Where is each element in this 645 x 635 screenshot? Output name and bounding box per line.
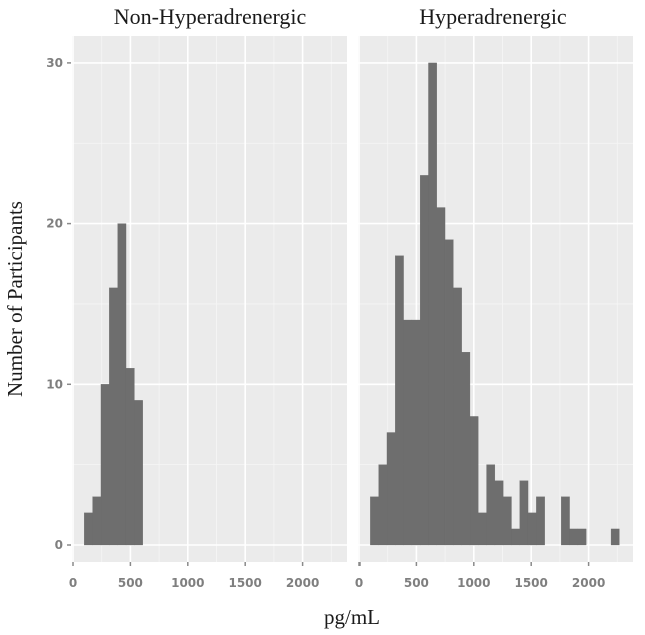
histogram-bar [461,352,471,546]
histogram-bar [370,496,379,546]
x-tick-label: 2000 [286,576,319,590]
y-tick-label: 30 [46,56,63,70]
histogram-bar [436,207,446,546]
histogram-bar [420,175,429,546]
x-axis-right: 0 500 1000 1500 2000 [355,562,605,590]
histogram-bar [109,287,118,546]
histogram-bar [511,528,520,546]
histogram-bar [84,512,93,546]
histogram-bar [386,432,396,546]
histogram-bar [100,384,110,546]
right-panel-hyperadrenergic [358,36,633,562]
histogram-bar [92,496,102,546]
x-tick-label: 1000 [171,576,204,590]
x-tick-label: 500 [118,576,143,590]
right-panel-bars [370,62,620,546]
left-panel-non-hyperadrenergic [72,36,347,562]
histogram-bar [453,287,462,546]
right-panel-title: Hyperadrenergic [419,4,567,29]
y-tick-label: 0 [55,538,63,552]
left-panel-bars [84,223,143,546]
histogram-bar [134,400,143,546]
histogram-bar [610,528,620,546]
histogram-bar [527,512,537,546]
histogram-bar [536,496,545,546]
histogram-bar [478,512,487,546]
histogram-bar [403,319,413,546]
y-axis-title: Number of Participants [3,201,27,397]
histogram-bar [577,528,587,546]
histogram-bar [444,239,454,546]
y-tick-label: 10 [46,377,63,391]
histogram-bar [411,319,421,546]
histogram-bar [469,416,479,546]
x-tick-label: 1500 [514,576,547,590]
x-tick-label: 500 [404,576,429,590]
histogram-bar [125,368,135,546]
x-tick-label: 2000 [572,576,605,590]
histogram-bar [519,480,529,546]
x-axis-left: 0 500 1000 1500 2000 [69,562,361,590]
x-tick-label: 1500 [228,576,261,590]
x-tick-label: 0 [69,576,77,590]
histogram-bar [117,223,127,546]
y-axis: 0 10 20 30 [46,56,71,552]
histogram-bar [494,480,504,546]
histogram-bar [395,255,404,546]
histogram-bar [428,62,437,546]
x-tick-label: 1000 [457,576,490,590]
x-axis-title: pg/mL [324,605,380,629]
y-tick-label: 20 [46,217,63,231]
histogram-bar [569,528,579,546]
x-tick-label: 0 [355,576,363,590]
left-panel-title: Non-Hyperadrenergic [114,4,307,29]
histogram-bar [503,496,512,546]
histogram-bar [378,464,388,546]
histogram-bar [486,464,496,546]
histogram-bar [561,496,570,546]
